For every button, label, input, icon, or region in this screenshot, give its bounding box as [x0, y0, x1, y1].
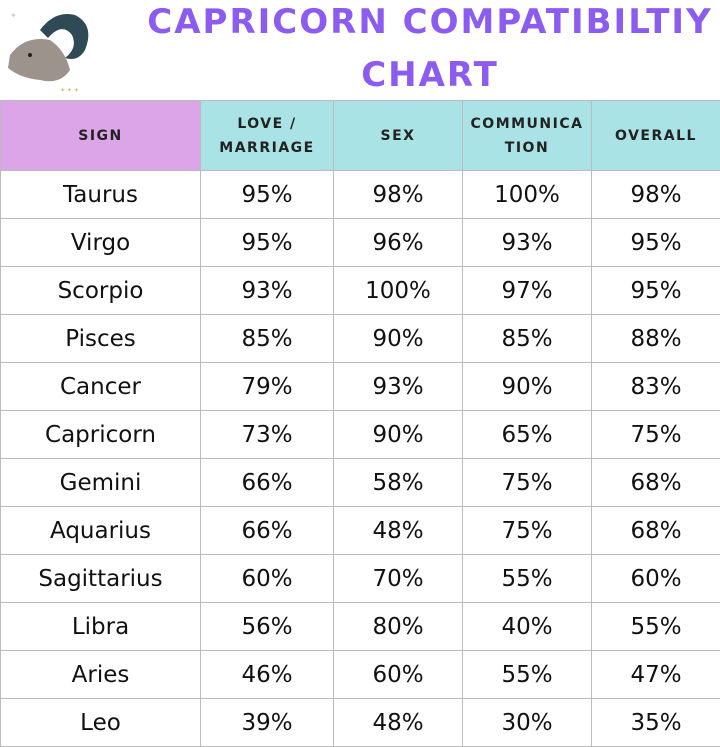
- value-cell: 39%: [201, 699, 334, 747]
- value-cell: 48%: [334, 507, 463, 555]
- value-cell: 46%: [201, 651, 334, 699]
- capricorn-goat-icon: ✦ ✦ ✦ ✦: [0, 0, 110, 100]
- value-cell: 30%: [463, 699, 592, 747]
- value-cell: 75%: [463, 507, 592, 555]
- value-cell: 95%: [201, 171, 334, 219]
- sign-cell: Aries: [1, 651, 201, 699]
- value-cell: 85%: [201, 315, 334, 363]
- value-cell: 90%: [334, 315, 463, 363]
- sign-cell: Sagittarius: [1, 555, 201, 603]
- value-cell: 55%: [463, 651, 592, 699]
- value-cell: 68%: [592, 507, 720, 555]
- sign-cell: Aquarius: [1, 507, 201, 555]
- value-cell: 65%: [463, 411, 592, 459]
- sign-cell: Taurus: [1, 171, 201, 219]
- value-cell: 75%: [592, 411, 720, 459]
- value-cell: 93%: [334, 363, 463, 411]
- column-header: SIGN: [1, 101, 201, 171]
- sign-cell: Virgo: [1, 219, 201, 267]
- value-cell: 95%: [201, 219, 334, 267]
- value-cell: 90%: [463, 363, 592, 411]
- value-cell: 75%: [463, 459, 592, 507]
- value-cell: 48%: [334, 699, 463, 747]
- value-cell: 60%: [592, 555, 720, 603]
- sign-cell: Scorpio: [1, 267, 201, 315]
- value-cell: 100%: [334, 267, 463, 315]
- value-cell: 56%: [201, 603, 334, 651]
- sign-cell: Cancer: [1, 363, 201, 411]
- value-cell: 97%: [463, 267, 592, 315]
- value-cell: 100%: [463, 171, 592, 219]
- value-cell: 35%: [592, 699, 720, 747]
- chart-title-line1: CAPRICORN COMPATIBILTIY: [140, 2, 720, 42]
- value-cell: 55%: [592, 603, 720, 651]
- svg-text:✦ ✦ ✦: ✦ ✦ ✦: [60, 87, 79, 94]
- chart-title-line2: CHART: [140, 55, 720, 95]
- column-header: OVERALL: [592, 101, 720, 171]
- value-cell: 55%: [463, 555, 592, 603]
- value-cell: 47%: [592, 651, 720, 699]
- value-cell: 98%: [334, 171, 463, 219]
- sign-cell: Gemini: [1, 459, 201, 507]
- value-cell: 93%: [201, 267, 334, 315]
- value-cell: 93%: [463, 219, 592, 267]
- value-cell: 68%: [592, 459, 720, 507]
- value-cell: 98%: [592, 171, 720, 219]
- value-cell: 83%: [592, 363, 720, 411]
- value-cell: 60%: [201, 555, 334, 603]
- value-cell: 66%: [201, 507, 334, 555]
- sign-cell: Pisces: [1, 315, 201, 363]
- value-cell: 58%: [334, 459, 463, 507]
- column-header: LOVE /MARRIAGE: [201, 101, 334, 171]
- value-cell: 95%: [592, 267, 720, 315]
- sign-cell: Capricorn: [1, 411, 201, 459]
- value-cell: 95%: [592, 219, 720, 267]
- value-cell: 70%: [334, 555, 463, 603]
- value-cell: 90%: [334, 411, 463, 459]
- value-cell: 73%: [201, 411, 334, 459]
- column-header: SEX: [334, 101, 463, 171]
- value-cell: 80%: [334, 603, 463, 651]
- value-cell: 79%: [201, 363, 334, 411]
- value-cell: 40%: [463, 603, 592, 651]
- sign-cell: Leo: [1, 699, 201, 747]
- sign-cell: Libra: [1, 603, 201, 651]
- value-cell: 66%: [201, 459, 334, 507]
- value-cell: 88%: [592, 315, 720, 363]
- value-cell: 96%: [334, 219, 463, 267]
- value-cell: 85%: [463, 315, 592, 363]
- svg-text:✦: ✦: [10, 11, 17, 20]
- value-cell: 60%: [334, 651, 463, 699]
